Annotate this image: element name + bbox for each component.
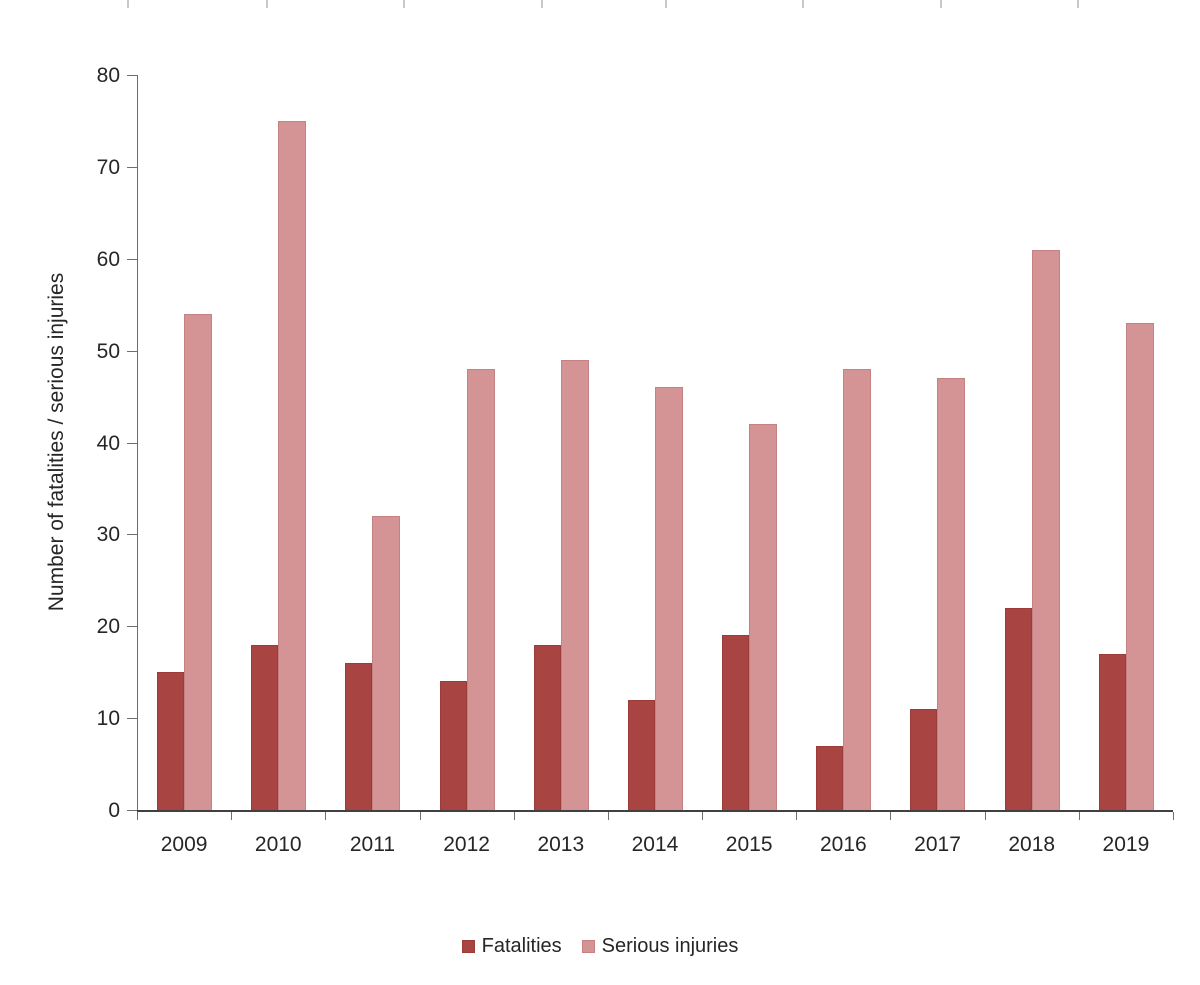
bar-serious-injuries-2013: [560, 359, 589, 810]
bar-fatalities-2016: [816, 745, 844, 810]
bar-fatalities-2018: [1004, 607, 1032, 810]
y-axis-tick: [127, 442, 137, 444]
bar-fatalities-2019: [1098, 653, 1126, 810]
bar-fatalities-2015: [722, 635, 750, 810]
bar-fatalities-2009: [157, 672, 184, 810]
y-axis-tick: [127, 810, 137, 811]
top-edge-artifact-tick: [403, 0, 405, 8]
bar-serious-injuries-2019: [1125, 323, 1154, 810]
x-axis-line: [137, 810, 1173, 812]
bar-serious-injuries-2015: [749, 424, 778, 810]
bar-fatalities-2013: [533, 644, 561, 810]
y-axis-tick: [127, 626, 137, 628]
top-edge-artifact-tick: [541, 0, 543, 8]
x-axis-label-2015: 2015: [725, 833, 773, 856]
x-axis-label-2012: 2012: [443, 833, 490, 856]
bar-fatalities-2010: [251, 644, 279, 810]
bar-fatalities-2017: [910, 708, 938, 810]
top-edge-artifact-tick: [1077, 0, 1079, 8]
bar-group-2017: [890, 75, 984, 810]
y-axis-tick-label: 50: [96, 339, 120, 363]
y-axis-tick-label: 80: [96, 64, 120, 87]
y-axis-tick: [127, 258, 137, 260]
bar-serious-injuries-2017: [937, 378, 966, 810]
y-axis-tick: [127, 75, 137, 76]
plot-area: [127, 75, 1174, 820]
bar-group-2012: [420, 75, 514, 810]
bar-serious-injuries-2011: [372, 516, 401, 810]
x-axis-tick: [796, 812, 798, 820]
top-edge-artifact-tick: [940, 0, 942, 8]
legend-label: Fatalities: [481, 935, 562, 957]
bar-group-2011: [325, 75, 419, 810]
x-axis-tick: [1173, 812, 1174, 820]
bar-group-2015: [702, 75, 796, 810]
top-edge-artifact-tick: [127, 0, 129, 8]
bar-group-2013: [514, 75, 608, 810]
bar-serious-injuries-2016: [843, 369, 872, 810]
x-axis-label-2017: 2017: [914, 833, 961, 856]
legend: Fatalities Serious injuries: [0, 936, 1200, 956]
x-axis-label-2014: 2014: [631, 833, 679, 856]
x-axis-label-2016: 2016: [819, 833, 867, 856]
x-axis-tick: [890, 812, 892, 820]
bar-serious-injuries-2009: [184, 313, 212, 810]
y-axis-tick-label: 10: [96, 707, 120, 731]
x-axis-label-2011: 2011: [349, 833, 396, 856]
x-axis-tick: [1078, 812, 1080, 820]
bar-serious-injuries-2010: [278, 120, 307, 810]
y-axis-tick-label: 70: [96, 155, 120, 179]
x-axis-tick: [419, 812, 421, 820]
x-axis-label-2018: 2018: [1008, 833, 1056, 856]
legend-label: Serious injuries: [601, 935, 739, 957]
x-axis-tick: [984, 812, 986, 820]
y-axis-tick: [127, 166, 137, 168]
y-axis-tick-label: 0: [108, 799, 120, 822]
bar-fatalities-2011: [345, 663, 373, 810]
x-axis-label-2013: 2013: [537, 833, 585, 856]
y-axis-line: [137, 75, 138, 812]
x-axis-tick: [325, 812, 327, 820]
bar-group-2016: [796, 75, 890, 810]
top-edge-artifact-tick: [266, 0, 268, 8]
bar-group-2014: [608, 75, 702, 810]
x-axis-tick: [702, 812, 704, 820]
y-axis-tick-label: 20: [96, 615, 120, 639]
y-axis-tick: [127, 534, 137, 536]
bar-group-2018: [985, 75, 1079, 810]
legend-swatch-icon: [581, 939, 595, 953]
x-axis-label-2019: 2019: [1102, 833, 1150, 856]
x-axis-tick: [513, 812, 515, 820]
x-axis-label-2010: 2010: [254, 833, 302, 856]
bar-fatalities-2012: [439, 681, 467, 810]
x-axis-tick: [607, 812, 609, 820]
legend-swatch-icon: [461, 939, 475, 953]
legend-item-serious-injuries: Serious injuries: [581, 935, 739, 957]
bar-group-2009: [137, 75, 231, 810]
x-axis-tick: [137, 812, 138, 820]
y-axis-tick-label: 40: [96, 431, 120, 455]
top-edge-artifact-tick: [665, 0, 667, 8]
top-edge-artifact-tick: [802, 0, 804, 8]
legend-item-fatalities: Fatalities: [461, 935, 562, 957]
bar-fatalities-2014: [627, 699, 655, 810]
bar-serious-injuries-2018: [1031, 249, 1060, 810]
bar-group-2019: [1079, 75, 1173, 810]
y-axis-tick: [127, 350, 137, 352]
bar-group-2010: [231, 75, 325, 810]
x-axis-label-2009: 2009: [160, 833, 208, 856]
y-axis-tick-label: 60: [96, 247, 120, 271]
x-axis-tick: [231, 812, 233, 820]
y-axis-tick-label: 30: [96, 523, 120, 547]
bar-serious-injuries-2012: [466, 369, 495, 810]
y-axis-tick: [127, 718, 137, 720]
bar-serious-injuries-2014: [654, 387, 683, 810]
